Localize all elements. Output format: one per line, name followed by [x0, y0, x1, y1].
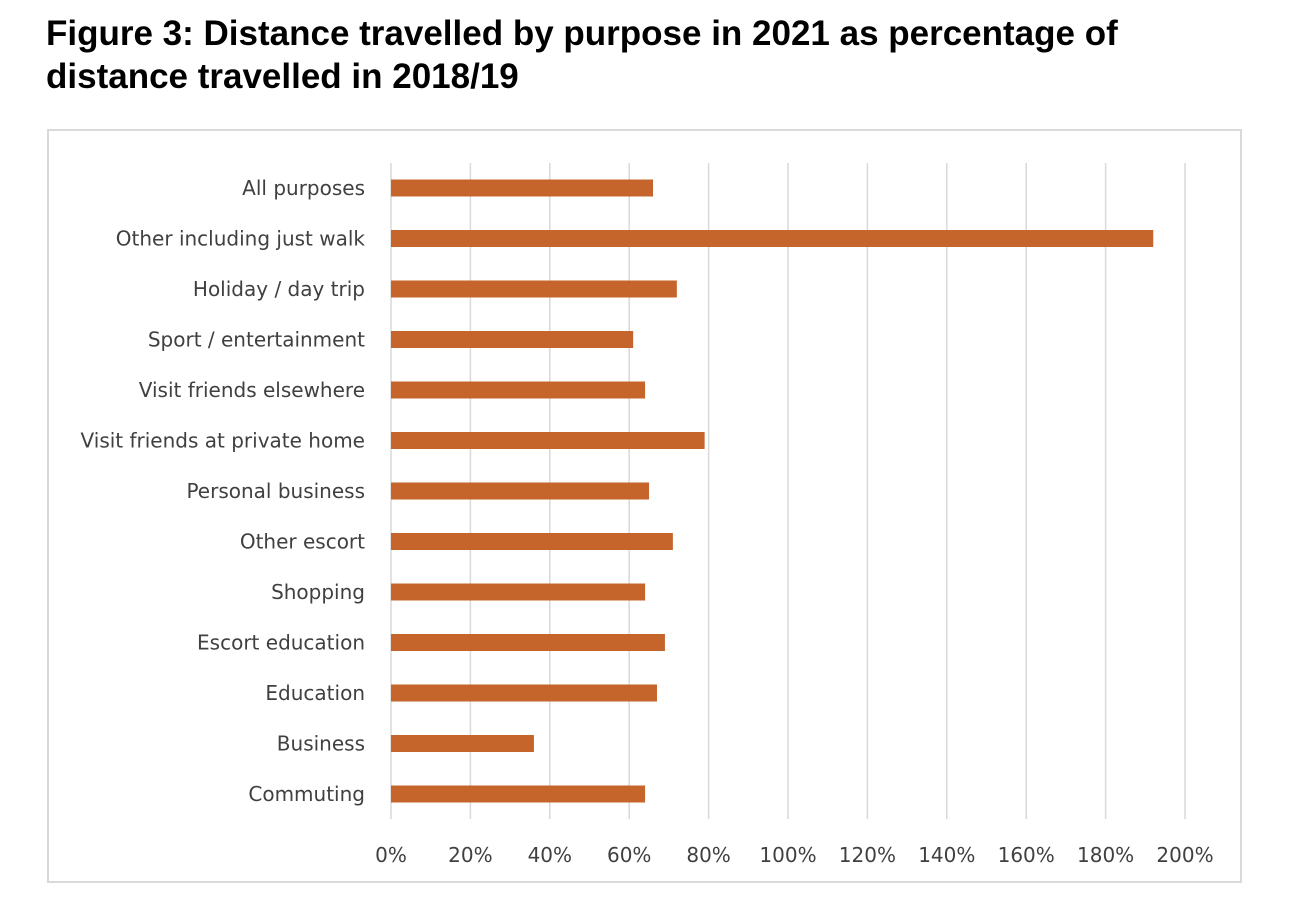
x-tick-label: 20% — [448, 843, 492, 867]
bar — [391, 684, 657, 702]
category-label: Escort education — [197, 631, 365, 655]
category-label: Visit friends elsewhere — [139, 378, 365, 402]
x-tick-label: 160% — [998, 843, 1055, 867]
category-label: Commuting — [248, 782, 365, 806]
bar — [391, 735, 534, 752]
category-label: Education — [265, 681, 365, 705]
bar — [391, 179, 654, 197]
category-label: Personal business — [186, 479, 365, 503]
bar — [391, 482, 650, 500]
category-label: Shopping — [271, 580, 365, 604]
bar — [391, 432, 705, 449]
x-tick-label: 100% — [759, 843, 816, 867]
x-tick-label: 200% — [1156, 843, 1213, 867]
x-tick-label: 60% — [607, 843, 651, 867]
bar — [391, 583, 646, 601]
x-tick-label: 180% — [1077, 843, 1134, 867]
bar — [391, 381, 646, 399]
bar — [391, 230, 1154, 247]
category-label: Visit friends at private home — [81, 429, 365, 453]
category-label: Sport / entertainment — [148, 328, 365, 352]
x-tick-label: 0% — [375, 843, 407, 867]
x-tick-label: 80% — [686, 843, 730, 867]
category-label: Holiday / day trip — [193, 277, 365, 301]
category-label: Other escort — [240, 530, 365, 554]
x-tick-label: 40% — [528, 843, 572, 867]
bar — [391, 634, 665, 651]
category-label: All purposes — [242, 176, 365, 200]
bar — [391, 331, 634, 348]
figure-title: Figure 3: Distance travelled by purpose … — [46, 14, 1118, 96]
bar — [391, 785, 646, 803]
bar — [391, 533, 673, 550]
bar — [391, 280, 677, 298]
x-tick-label: 140% — [918, 843, 975, 867]
x-tick-label: 120% — [839, 843, 896, 867]
bar-chart: 0% 20% 40% 60% 80% 100% 120% 140% 160% 180% 200% Al… — [81, 163, 1214, 867]
chart-frame: 0% 20% 40% 60% 80% 100% 120% 140% 160% 180% 200% Al… — [47, 129, 1242, 883]
category-label: Other including just walk — [116, 227, 366, 251]
category-label: Business — [277, 732, 365, 756]
